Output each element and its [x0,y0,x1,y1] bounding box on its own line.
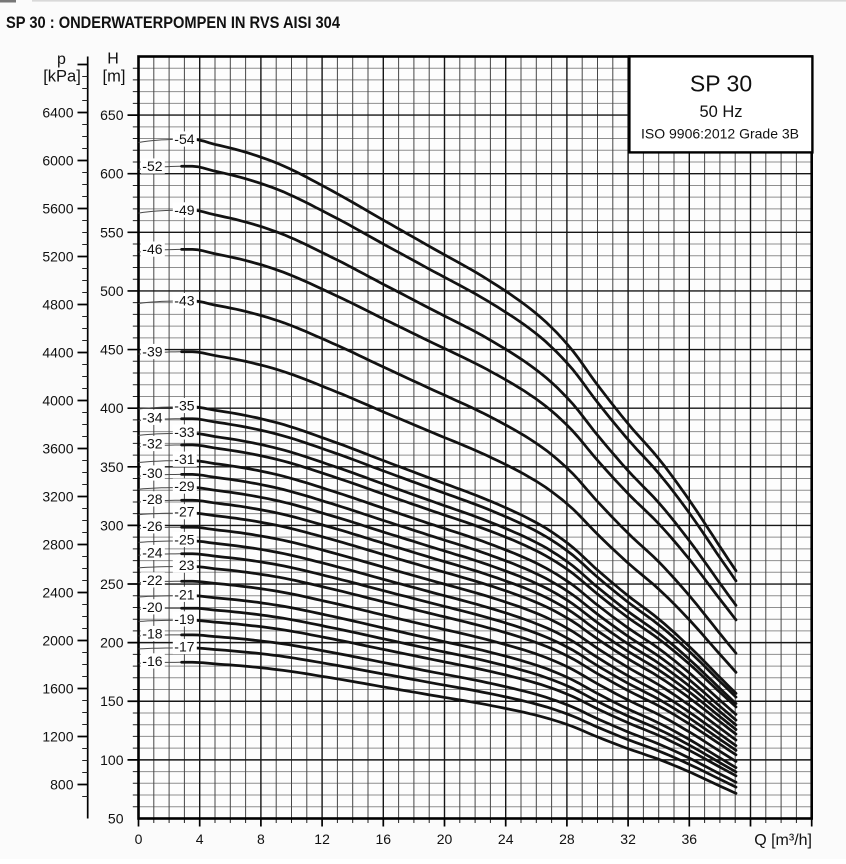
svg-text:-27: -27 [174,504,194,520]
svg-text:450: 450 [100,342,124,358]
svg-text:SP 30: SP 30 [690,71,752,97]
svg-text:300: 300 [100,517,124,533]
svg-text:-43: -43 [174,293,194,309]
svg-text:150: 150 [100,693,124,709]
svg-text:-16: -16 [142,653,162,669]
svg-text:-35: -35 [174,398,194,414]
svg-text:4800: 4800 [42,297,73,313]
svg-text:-52: -52 [142,158,162,174]
svg-text:8: 8 [257,831,265,847]
svg-text:-30: -30 [142,465,162,481]
svg-text:23: 23 [179,557,195,573]
svg-text:-33: -33 [174,424,194,440]
svg-text:-17: -17 [174,639,194,655]
svg-text:32: 32 [620,831,636,847]
svg-text:2000: 2000 [42,633,73,649]
svg-text:1200: 1200 [42,729,73,745]
svg-text:-18: -18 [142,626,162,642]
svg-text:400: 400 [100,400,124,416]
svg-text:5200: 5200 [42,249,73,265]
svg-text:2800: 2800 [42,537,73,553]
svg-text:650: 650 [100,107,124,123]
svg-text:-31: -31 [174,451,194,467]
svg-text:28: 28 [559,831,575,847]
svg-text:550: 550 [100,224,124,240]
svg-text:6400: 6400 [42,105,73,121]
svg-text:p: p [57,51,66,68]
svg-text:350: 350 [100,459,124,475]
svg-text:1600: 1600 [42,681,73,697]
svg-text:250: 250 [100,576,124,592]
svg-text:-22: -22 [142,572,162,588]
svg-text:24: 24 [498,831,514,847]
svg-text:12: 12 [314,831,330,847]
svg-text:4000: 4000 [42,393,73,409]
svg-text:H: H [107,51,119,68]
svg-text:16: 16 [376,831,392,847]
svg-text:-39: -39 [142,344,162,360]
svg-text:[m]: [m] [103,68,126,86]
svg-text:[kPa]: [kPa] [43,68,81,86]
svg-text:-29: -29 [174,478,194,494]
svg-text:3200: 3200 [42,489,73,505]
svg-text:Q [m³/h]: Q [m³/h] [754,832,812,849]
svg-text:-20: -20 [142,599,162,615]
svg-text:3600: 3600 [42,441,73,457]
svg-text:-26: -26 [142,518,162,534]
svg-text:5600: 5600 [42,201,73,217]
svg-text:-34: -34 [142,409,162,425]
svg-text:20: 20 [437,831,453,847]
svg-text:100: 100 [100,752,124,768]
svg-text:-21: -21 [174,586,194,602]
svg-text:4400: 4400 [42,345,73,361]
svg-text:36: 36 [682,831,698,847]
svg-text:ISO 9906:2012 Grade 3B: ISO 9906:2012 Grade 3B [641,126,799,142]
svg-text:-24: -24 [142,544,162,560]
svg-text:800: 800 [50,777,74,793]
svg-text:-19: -19 [174,611,194,627]
svg-text:50 Hz: 50 Hz [699,103,742,121]
svg-text:200: 200 [100,635,124,651]
svg-text:-46: -46 [142,241,162,257]
svg-text:-28: -28 [142,491,162,507]
svg-text:SP 30 : ONDERWATERPOMPEN IN RV: SP 30 : ONDERWATERPOMPEN IN RVS AISI 304 [6,14,341,32]
svg-text:-49: -49 [174,202,194,218]
svg-text:4: 4 [196,831,204,847]
svg-text:6000: 6000 [42,153,73,169]
svg-text:500: 500 [100,283,124,299]
svg-text:50: 50 [108,811,124,827]
svg-text:2400: 2400 [42,585,73,601]
svg-text:-54: -54 [174,131,194,147]
svg-text:-32: -32 [142,436,162,452]
svg-text:-25: -25 [174,532,194,548]
svg-text:600: 600 [100,166,124,182]
svg-text:0: 0 [135,831,143,847]
